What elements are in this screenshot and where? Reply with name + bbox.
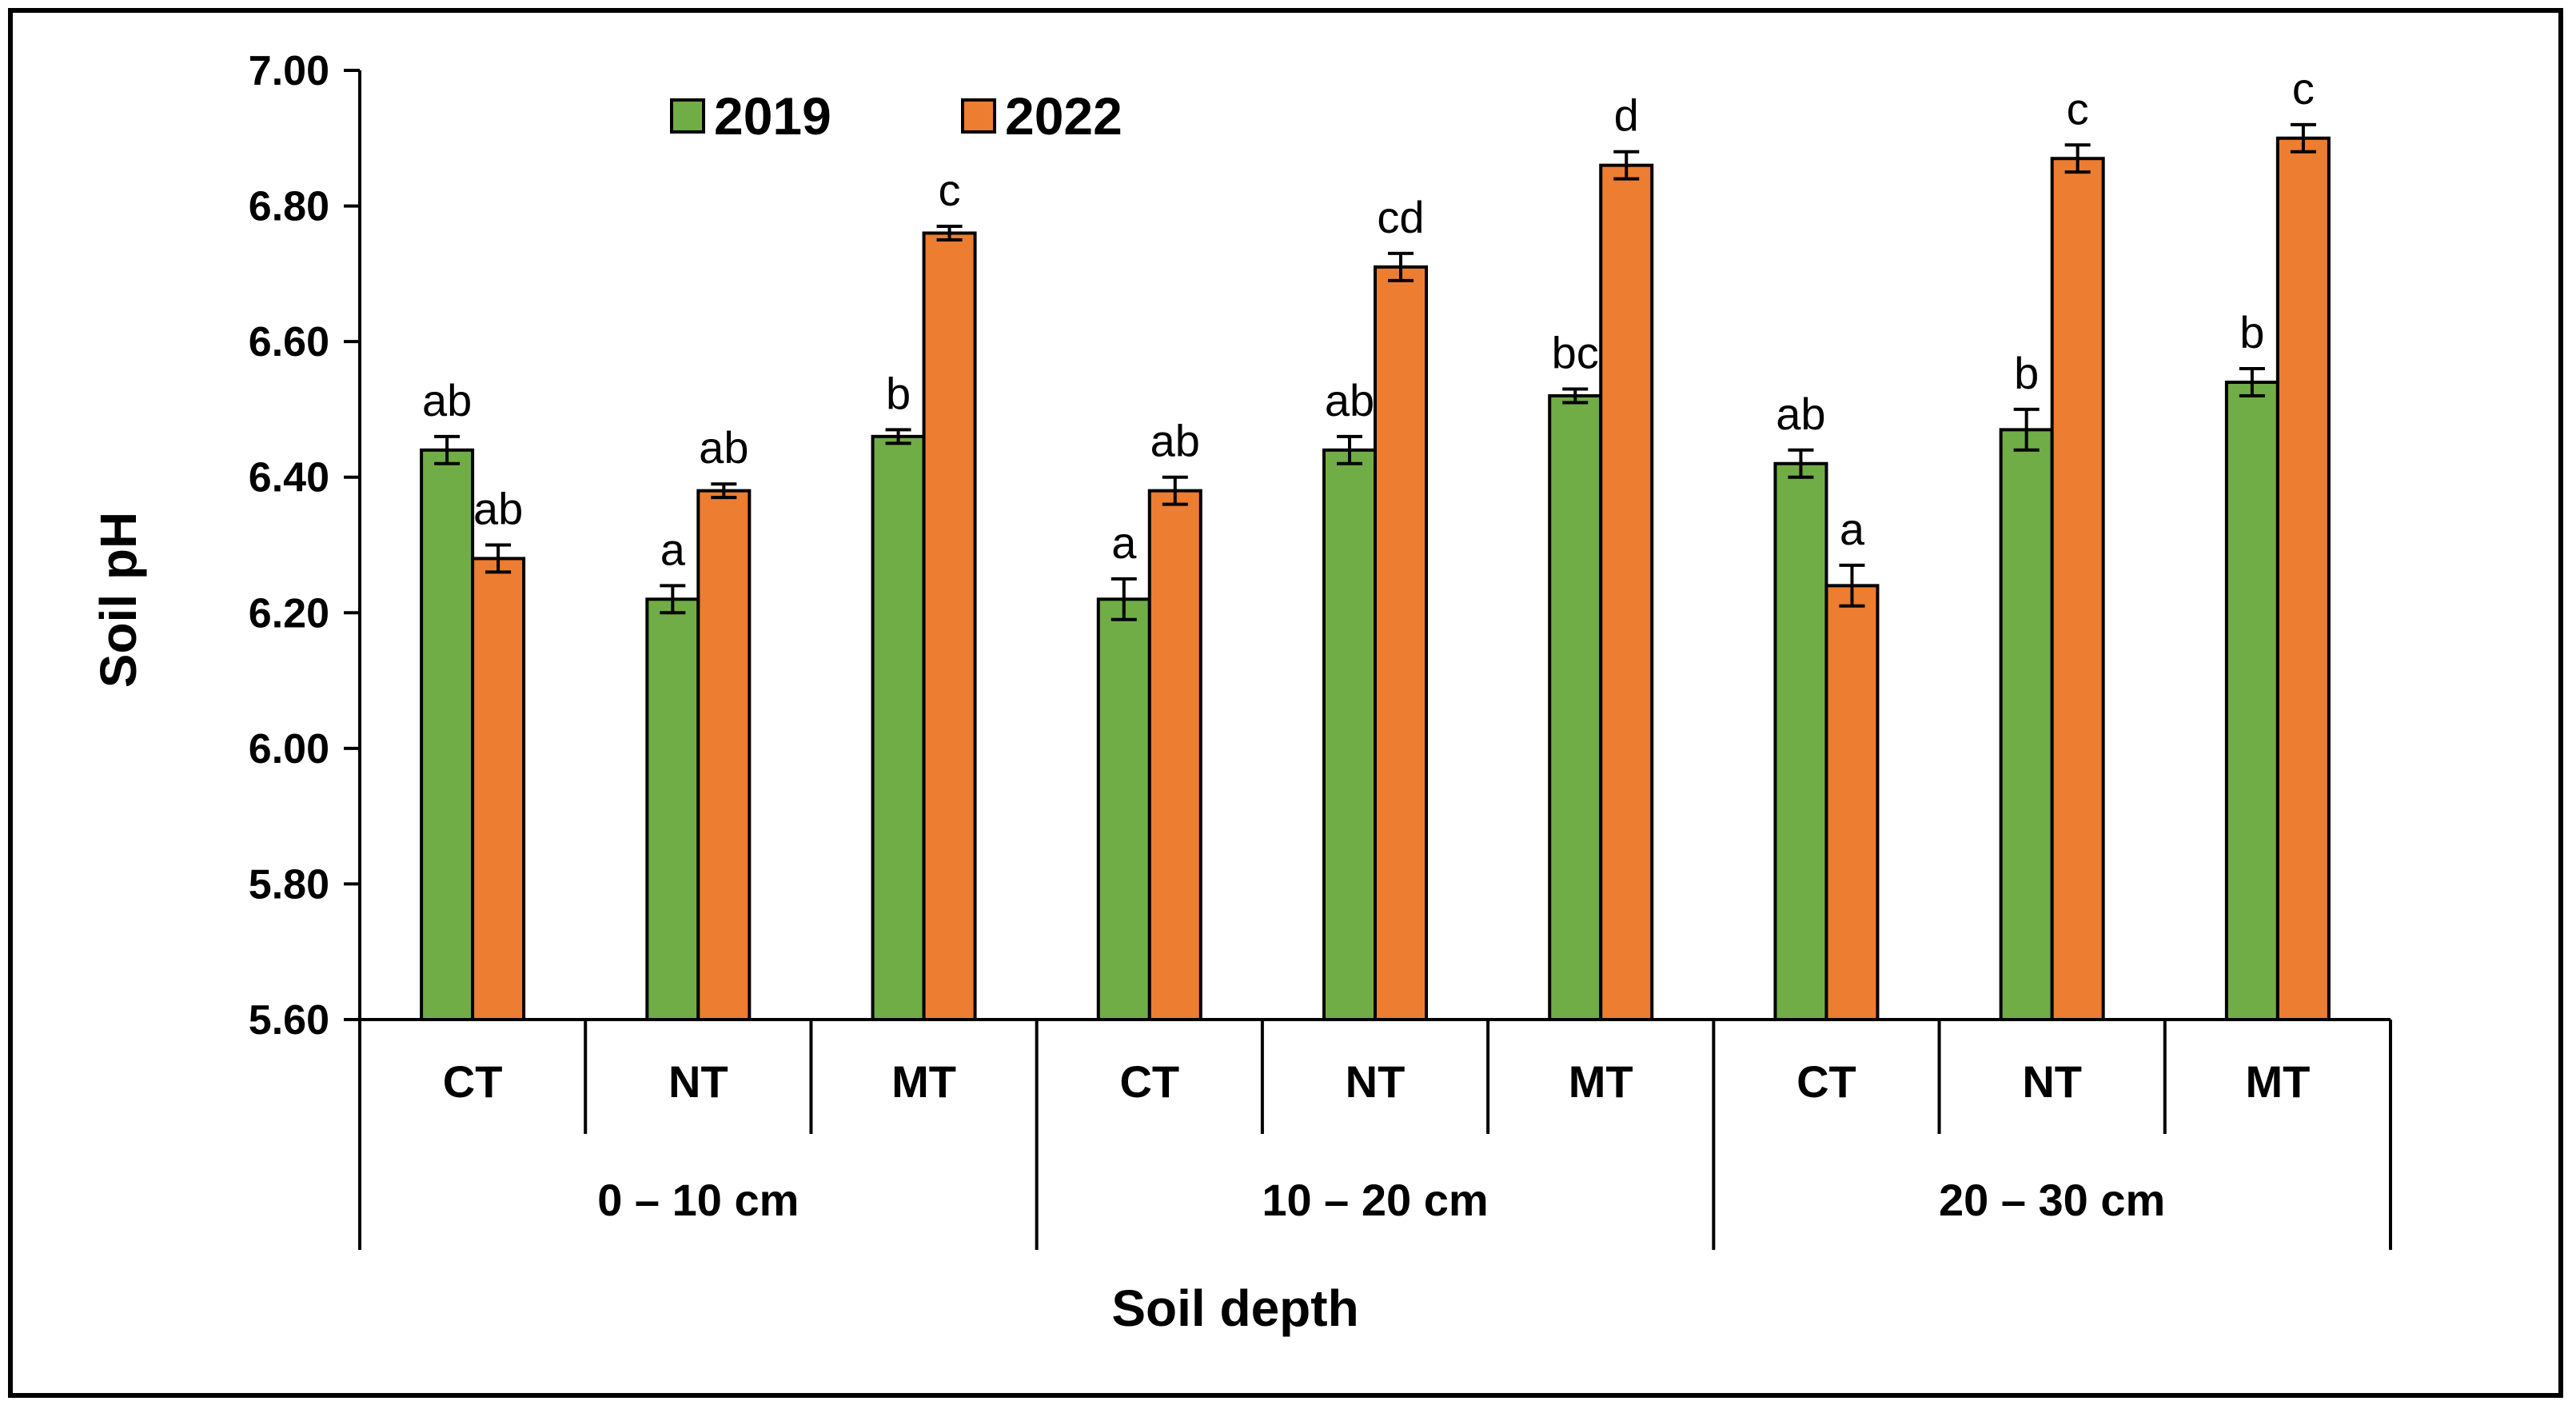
bar-2022 [1599, 163, 1654, 1022]
legend-label-2022: 2022 [1005, 86, 1123, 146]
bar-2022 [1824, 584, 1880, 1021]
bar-2022 [696, 489, 752, 1021]
group-label: 0 – 10 cm [597, 1175, 799, 1225]
legend-swatch-2019 [670, 98, 705, 134]
bar-2019 [645, 597, 700, 1021]
significance-letter: b [2239, 307, 2264, 357]
bar-2019 [1096, 597, 1151, 1021]
y-tick-label: 5.80 [249, 861, 329, 908]
significance-letter: ab [699, 422, 748, 473]
category-label: NT [1346, 1056, 1406, 1107]
significance-letter: c [2067, 83, 2089, 134]
significance-letter: a [1840, 504, 1865, 554]
category-label: CT [1796, 1056, 1856, 1107]
category-label: NT [668, 1056, 728, 1107]
significance-letter: d [1614, 90, 1639, 141]
significance-letter: a [660, 524, 686, 574]
y-tick-label: 6.00 [249, 726, 329, 772]
y-tick-label: 6.20 [249, 590, 329, 637]
category-label: CT [1119, 1056, 1179, 1107]
significance-letter: ab [1150, 416, 1200, 466]
bar-2022 [2275, 136, 2331, 1021]
y-tick-label: 6.60 [249, 319, 329, 365]
significance-letter: ab [1325, 375, 1374, 425]
legend: 2019 2022 [670, 86, 1123, 146]
category-label: MT [1569, 1056, 1633, 1107]
significance-letter: a [1111, 517, 1137, 568]
significance-letter: c [939, 165, 961, 215]
bar-2022 [922, 231, 977, 1021]
significance-letter: ab [1776, 389, 1825, 439]
significance-letter: c [2292, 63, 2315, 114]
y-tick-label: 5.60 [249, 997, 329, 1044]
x-axis-title: Soil depth [1111, 1279, 1358, 1337]
category-label: CT [443, 1056, 503, 1107]
category-label: NT [2022, 1056, 2082, 1107]
group-label: 10 – 20 cm [1262, 1175, 1488, 1225]
category-label: MT [2245, 1056, 2310, 1107]
significance-letter: cd [1377, 192, 1424, 242]
legend-swatch-2022 [961, 98, 996, 134]
category-label: MT [891, 1056, 956, 1107]
significance-letter: ab [422, 375, 472, 425]
bar-2022 [2050, 157, 2105, 1021]
labels-layer: 5.605.806.006.206.406.606.807.00CTababNT… [249, 48, 2315, 1225]
y-tick-label: 6.80 [249, 184, 329, 230]
bar-2022 [471, 557, 526, 1021]
group-label: 20 – 30 cm [1939, 1175, 2165, 1225]
significance-letter: bc [1552, 327, 1599, 377]
bar-2022 [1374, 265, 1428, 1021]
bar-2019 [1773, 461, 1828, 1021]
bar-2019 [871, 434, 926, 1021]
y-tick-label: 6.40 [249, 455, 329, 501]
legend-label-2019: 2019 [714, 86, 831, 146]
bar-2019 [420, 448, 475, 1021]
significance-letter: ab [473, 484, 523, 534]
bar-2019 [1999, 428, 2054, 1021]
significance-letter: b [2014, 348, 2039, 398]
bar-2019 [1548, 393, 1603, 1021]
y-axis-title: Soil pH [90, 512, 147, 688]
bar-2022 [1147, 489, 1202, 1021]
significance-letter: b [886, 368, 911, 418]
bar-2019 [2224, 381, 2279, 1021]
bars-layer [420, 122, 2331, 1022]
y-tick-label: 7.00 [249, 48, 329, 94]
bar-2019 [1322, 448, 1377, 1021]
